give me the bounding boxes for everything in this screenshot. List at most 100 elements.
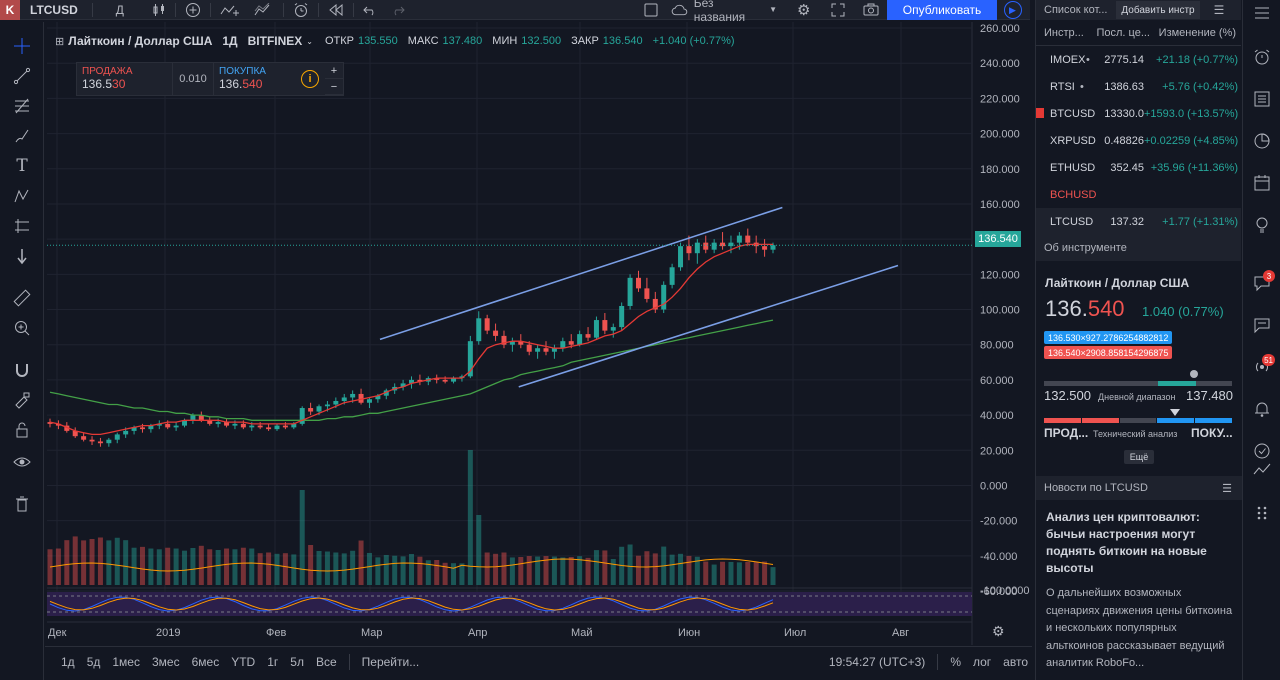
indicators-icon[interactable] [213,0,247,20]
alert-clock-icon[interactable] [286,0,316,20]
calendar-icon[interactable] [1249,170,1275,196]
crosshair-icon[interactable] [8,34,36,58]
add-compare-icon[interactable] [178,0,208,20]
magnet-icon[interactable] [8,358,36,382]
dots-icon[interactable] [1249,500,1275,526]
menu-icon[interactable]: ☰ [1213,3,1225,17]
trading-icon[interactable] [1249,456,1275,482]
notifications-icon[interactable] [1249,396,1275,422]
news-header-title[interactable]: Новости по LTCUSD [1044,482,1148,494]
qty-plus-button[interactable]: + [325,63,343,79]
interval-button[interactable]: Д [115,2,124,17]
legend-high-label: МАКС [407,35,439,47]
range-button[interactable]: 6мес [191,654,220,669]
trade-info-button[interactable]: i [295,63,325,95]
zoom-icon[interactable] [8,316,36,340]
templates-icon[interactable] [247,0,281,20]
watchlist-price: 352.45 [1110,161,1144,174]
range-button[interactable]: 1д [61,654,75,669]
candle-body [518,341,524,345]
collapse-icon[interactable]: ⊞ [55,35,65,48]
watchlist-row[interactable]: BTCUSD 13330.0 +1593.0 (+13.57%) [1036,100,1241,127]
auto-toggle[interactable]: авто [1003,654,1028,669]
watchlist-row[interactable]: XRPUSD 0.48826 +0.02259 (+4.85%) [1036,127,1241,154]
app-logo[interactable]: K [0,0,20,20]
volume-bar [635,555,641,585]
settings-gear-icon[interactable]: ⚙ [797,1,811,19]
watchlist-symbol: RTSI [1050,80,1075,93]
range-button[interactable]: 3мес [151,654,180,669]
ruler-icon[interactable] [8,286,36,310]
layout-cloud-button[interactable]: Без названия ▼ [664,0,784,24]
last-price-label: 136.540 [975,231,1021,247]
tech-label[interactable]: Технический анализ [1093,429,1178,439]
undo-icon[interactable] [356,0,384,20]
arrow-down-icon[interactable] [8,244,36,268]
text-icon[interactable]: T [16,156,28,176]
fullscreen-box-icon[interactable] [637,0,665,20]
goto-date-button[interactable]: Перейти... [361,654,420,669]
volume-bar [282,553,288,585]
time-tick: Апр [468,627,487,639]
trash-icon[interactable] [8,492,36,516]
range-button[interactable]: 5д [86,654,101,669]
col-symbol[interactable]: Инстр... [1044,26,1084,39]
ideas-icon[interactable] [1249,212,1275,238]
watchlist-title[interactable]: Список кот... [1044,4,1108,16]
data-window-icon[interactable] [1249,86,1275,112]
eye-icon[interactable] [8,450,36,474]
play-button[interactable]: ▶ [1000,0,1025,20]
divider [352,2,354,17]
col-price[interactable]: Посл. це... [1096,26,1150,39]
prediction-icon[interactable] [8,214,36,238]
symbol-search[interactable]: LTCUSD [30,2,78,17]
sell-button[interactable]: ПРОДАЖА 136.530 [77,63,173,95]
brush-icon[interactable] [8,124,36,148]
watchlist-row[interactable]: LTCUSD 137.32 +1.77 (+1.31%) [1036,208,1241,235]
alerts-clock-icon[interactable] [1249,44,1275,70]
pattern-icon[interactable] [8,184,36,208]
add-symbol-button[interactable]: Добавить инстр [1116,1,1200,19]
flag-icon[interactable] [1036,108,1044,118]
divider [348,653,350,670]
log-toggle[interactable]: лог [972,654,992,669]
range-button[interactable]: YTD [231,654,256,669]
spread-value: 0.010 [179,73,207,85]
news-title[interactable]: Анализ цен криптовалют: бычьи настроения… [1046,510,1207,575]
unlock-icon[interactable] [8,418,36,442]
more-button[interactable]: Ещё [1124,450,1154,464]
qty-minus-button[interactable]: − [325,79,343,95]
watchlist-icon[interactable] [1249,0,1275,26]
camera-icon[interactable] [856,0,886,20]
candles-icon[interactable] [145,0,173,20]
order-panel-icon[interactable] [1249,438,1275,464]
range-button[interactable]: 1мес [112,654,140,669]
news-body[interactable]: О дальнейших возможных сценариях движени… [1046,587,1233,669]
chevron-down-icon[interactable]: ⌄ [306,36,313,46]
expand-icon[interactable] [824,0,852,20]
replay-icon[interactable] [321,0,351,20]
about-header[interactable]: Об инструменте [1036,235,1241,261]
col-change[interactable]: Изменение (%) [1158,26,1236,39]
range-button[interactable]: 1г [267,654,279,669]
redo-icon[interactable] [384,0,412,20]
lock-drawing-icon[interactable] [8,388,36,412]
watchlist-row[interactable]: ETHUSD 352.45 +35.96 (+11.36%) [1036,154,1241,181]
clock-time[interactable]: 19:54:27 (UTC+3) [828,654,926,669]
messages-icon[interactable] [1249,312,1275,338]
percent-toggle[interactable]: % [950,654,961,669]
menu-icon[interactable]: ☰ [1222,482,1232,495]
watchlist-row[interactable]: RTSI • 1386.63 +5.76 (+0.42%) [1036,73,1241,100]
range-button[interactable]: Все [315,654,337,669]
watchlist-row[interactable]: BCHUSD [1036,181,1241,208]
fib-icon[interactable] [8,94,36,118]
chat-icon[interactable]: 3 [1249,270,1275,296]
watchlist-row[interactable]: IMOEX • 2775.14 +21.18 (+0.77%) [1036,46,1241,73]
buy-button[interactable]: ПОКУПКА 136.540 [213,63,295,95]
hotlist-icon[interactable] [1249,128,1275,154]
publish-button[interactable]: Опубликовать [887,0,997,20]
candle-body [182,420,188,426]
trendline-icon[interactable] [8,64,36,88]
range-button[interactable]: 5л [290,654,304,669]
streams-icon[interactable]: 51 [1249,354,1275,380]
